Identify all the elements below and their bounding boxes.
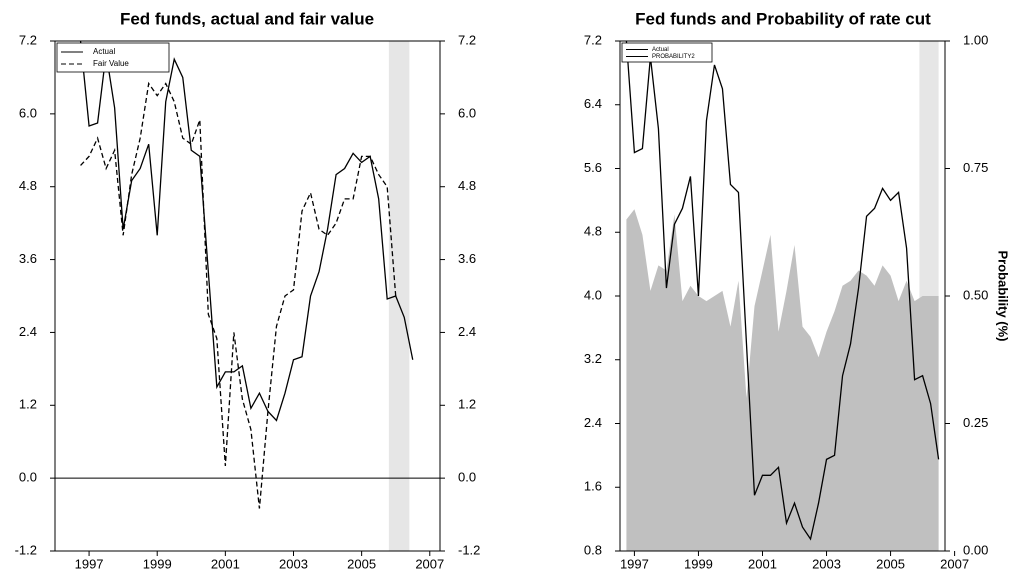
y-tick-label: 7.2: [584, 32, 602, 47]
x-tick-label: 2001: [211, 556, 240, 571]
x-tick-label: 2003: [279, 556, 308, 571]
chart-title: Fed funds, actual and fair value: [120, 9, 374, 28]
y-tick-label: 4.0: [584, 287, 602, 302]
y2-tick-label: 0.75: [963, 160, 988, 175]
y-tick-label: 7.2: [19, 32, 37, 47]
x-tick-label: 1999: [143, 556, 172, 571]
legend-box: [621, 42, 713, 63]
x-tick-label: 1997: [620, 556, 649, 571]
x-tick-label: 2001: [748, 556, 777, 571]
line-series: [80, 81, 397, 509]
y-tick-label: 6.4: [584, 96, 602, 111]
legend-label: PROBABILITY2: [652, 54, 695, 60]
x-tick-label: 1997: [75, 556, 104, 571]
line-series: [79, 40, 414, 422]
legend-label: Fair Value: [93, 59, 129, 68]
y2-tick-label: -1.2: [458, 542, 480, 557]
chart-title: Fed funds and Probability of rate cut: [635, 9, 931, 28]
y2-tick-label: 2.4: [458, 324, 476, 339]
legend-label: Actual: [93, 47, 115, 56]
y2-tick-label: 0.25: [963, 415, 988, 430]
y-tick-label: 2.4: [19, 324, 37, 339]
y-tick-label: 5.6: [584, 160, 602, 175]
y2-tick-label: 0.0: [458, 470, 476, 485]
x-tick-label: 2003: [812, 556, 841, 571]
area-series: [626, 209, 939, 552]
plot-frame: [54, 40, 441, 552]
y2-tick-label: 0.50: [963, 287, 988, 302]
x-tick-label: 2005: [876, 556, 905, 571]
y2-tick-label: 7.2: [458, 32, 476, 47]
x-tick-label: 2007: [415, 556, 444, 571]
y2-tick-label: 1.00: [963, 32, 988, 47]
y2-tick-label: 1.2: [458, 397, 476, 412]
y-tick-label: 6.0: [19, 105, 37, 120]
y-tick-label: 0.0: [19, 470, 37, 485]
legend-label: Actual: [652, 47, 669, 53]
x-tick-label: 2005: [347, 556, 376, 571]
y2-tick-label: 4.8: [458, 178, 476, 193]
y2-axis-label: Probability (%): [996, 250, 1011, 341]
x-tick-label: 1999: [684, 556, 713, 571]
y2-tick-label: 6.0: [458, 105, 476, 120]
y-tick-label: 2.4: [584, 415, 602, 430]
shaded-period: [388, 41, 410, 551]
y-tick-label: 4.8: [584, 224, 602, 239]
y-tick-label: 0.8: [584, 542, 602, 557]
legend-box: [56, 42, 170, 73]
y2-tick-label: 3.6: [458, 251, 476, 266]
y-tick-label: -1.2: [15, 542, 37, 557]
y-tick-label: 3.6: [19, 251, 37, 266]
y-tick-label: 1.2: [19, 397, 37, 412]
y-tick-label: 4.8: [19, 178, 37, 193]
y2-tick-label: 0.00: [963, 542, 988, 557]
line-series: [625, 40, 940, 541]
y-tick-label: 1.6: [584, 479, 602, 494]
y-tick-label: 3.2: [584, 351, 602, 366]
x-tick-label: 2007: [940, 556, 969, 571]
